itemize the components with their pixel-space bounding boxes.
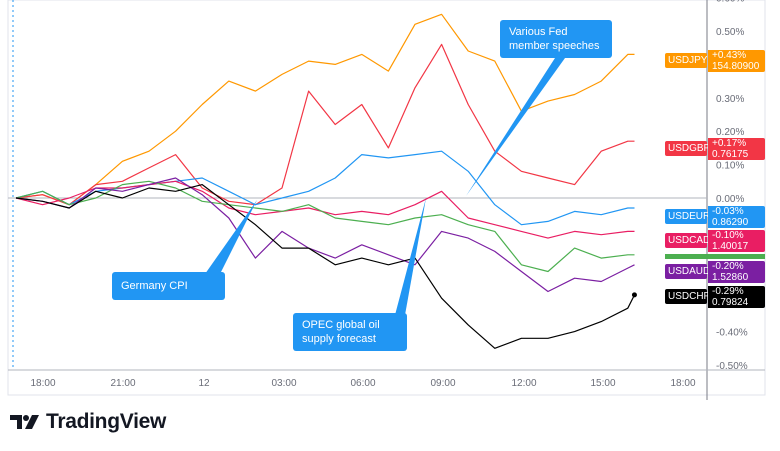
y-tick-label: 0.50%: [716, 27, 744, 38]
last-price: 0.86290: [712, 217, 749, 228]
last-price: 0.76175: [712, 149, 749, 160]
y-tick-label: -0.50%: [716, 361, 748, 372]
x-tick-label: 21:00: [110, 378, 135, 389]
tradingview-logo-icon: [10, 415, 39, 429]
y-tick-label: 0.00%: [716, 194, 744, 205]
last-price: 154.80900: [712, 61, 760, 72]
series-line-usdchf: [15, 184, 636, 349]
last-price: 1.52860: [712, 272, 749, 283]
x-tick-label: 15:00: [590, 378, 615, 389]
line-chart: 0.60% 0.50% 0.30% 0.20% 0.10% 0.00% -0.40% -0.5…: [7, 0, 766, 400]
change-percent: -0.29%: [712, 286, 744, 297]
x-tick-label: 18:00: [30, 378, 55, 389]
series-line-usdgbp: [15, 43, 635, 206]
last-point-marker: [631, 292, 637, 298]
last-price: 1.40017: [712, 241, 749, 252]
series-line-usdaud: [15, 177, 635, 293]
series-line-usdcad: [15, 180, 635, 239]
change-percent: +0.17%: [712, 138, 747, 149]
symbol-label-usdchf: USDCHF: [665, 289, 710, 304]
change-percent: -0.03%: [712, 206, 744, 217]
x-tick-label: 12: [198, 378, 210, 389]
change-percent: -0.10%: [712, 230, 744, 241]
y-tick-label: 0.30%: [716, 94, 744, 105]
y-tick-label: 0.60%: [716, 0, 744, 5]
x-tick-label: 18:00: [670, 378, 695, 389]
y-tick-label: 0.10%: [716, 161, 744, 172]
change-percent: -0.20%: [712, 261, 744, 272]
y-tick-label: -0.40%: [716, 328, 748, 339]
price-label-usdgbp: +0.17% 0.76175: [708, 138, 765, 160]
annotation-pointer-opec: [395, 198, 426, 315]
x-tick-label: 06:00: [350, 378, 375, 389]
change-percent: +0.43%: [712, 50, 747, 61]
hidden-green-label: [665, 254, 765, 259]
series-line-usdjpy: [15, 13, 635, 206]
annotation-pointer-germany: [205, 200, 257, 274]
annotation-pointer-fed: [466, 58, 565, 196]
symbol-label-usdjpy: USDJPY: [665, 53, 707, 68]
symbol-label-usdcad: USDCAD: [665, 233, 710, 248]
price-label-usdcad: -0.10% 1.40017: [708, 230, 765, 252]
last-price: 0.79824: [712, 297, 749, 308]
price-label-usdeur: -0.03% 0.86290: [708, 206, 765, 228]
price-label-usdjpy: +0.43% 154.80900: [708, 50, 765, 72]
x-tick-label: 09:00: [430, 378, 455, 389]
x-tick-label: 12:00: [511, 378, 536, 389]
tradingview-logo: TradingView: [10, 410, 166, 434]
symbol-label-usdgbp: USDGBP: [665, 141, 710, 156]
symbol-label-usdeur: USDEUR: [665, 209, 710, 224]
brand-name: TradingView: [46, 410, 167, 433]
symbol-label-usdaud: USDAUD: [665, 264, 710, 279]
series-line-unlabeled: [15, 180, 635, 273]
y-tick-label: 0.20%: [716, 127, 744, 138]
price-label-usdchf: -0.29% 0.79824: [708, 286, 765, 308]
annotation-opec-forecast: OPEC global oil supply forecast: [293, 313, 407, 351]
annotation-fed-speeches: Various Fed member speeches: [500, 20, 612, 58]
x-tick-label: 03:00: [271, 378, 296, 389]
price-label-usdaud: -0.20% 1.52860: [708, 261, 765, 283]
annotation-germany-cpi: Germany CPI: [112, 272, 225, 300]
